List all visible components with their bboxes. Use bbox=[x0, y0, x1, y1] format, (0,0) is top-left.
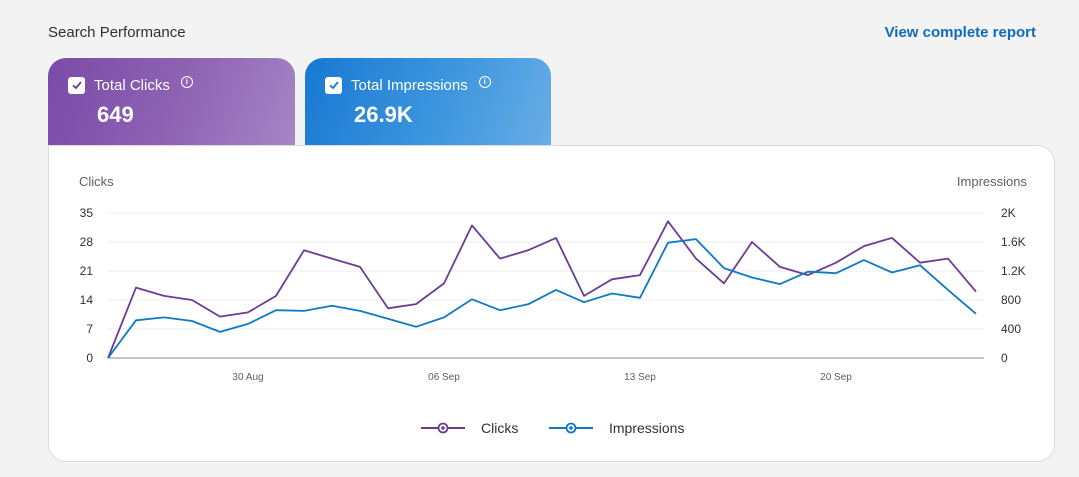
x-axis: 30 Aug 06 Sep 13 Sep 20 Sep bbox=[232, 372, 852, 383]
left-tick-label: 28 bbox=[80, 235, 94, 249]
page-title: Search Performance bbox=[48, 24, 186, 41]
legend-marker-dot bbox=[569, 426, 573, 430]
performance-chart: Clicks Impressions 35 28 21 14 7 0 2K 1.6K 1.2K… bbox=[79, 174, 1028, 436]
info-icon[interactable]: i bbox=[180, 76, 193, 88]
impressions-series-line bbox=[107, 238, 977, 359]
total-clicks-card[interactable]: Total Clicks i 649 bbox=[48, 58, 295, 158]
impressions-label: Total Impressions bbox=[351, 76, 468, 94]
impressions-checkbox[interactable] bbox=[325, 76, 342, 94]
x-tick-label: 06 Sep bbox=[428, 372, 460, 383]
left-axis-title: Clicks bbox=[79, 174, 114, 189]
legend-label: Impressions bbox=[609, 420, 684, 436]
clicks-checkbox[interactable] bbox=[68, 76, 85, 94]
series-lines bbox=[107, 220, 977, 359]
checkmark-icon bbox=[328, 81, 339, 90]
left-tick-label: 7 bbox=[86, 322, 93, 336]
right-tick-label: 0 bbox=[1001, 351, 1008, 365]
checkmark-icon bbox=[71, 81, 82, 90]
left-tick-label: 21 bbox=[80, 264, 94, 278]
x-tick-label: 30 Aug bbox=[232, 372, 263, 383]
right-tick-label: 1.2K bbox=[1001, 264, 1026, 278]
view-report-link[interactable]: View complete report bbox=[884, 24, 1036, 41]
info-icon[interactable]: i bbox=[478, 76, 491, 88]
clicks-series-line bbox=[107, 220, 977, 359]
total-impressions-card[interactable]: Total Impressions i 26.9K bbox=[305, 58, 551, 158]
clicks-value: 649 bbox=[97, 102, 134, 127]
x-tick-label: 20 Sep bbox=[820, 372, 852, 383]
left-tick-label: 0 bbox=[86, 351, 93, 365]
impressions-value: 26.9K bbox=[354, 102, 413, 127]
legend-marker-dot bbox=[441, 426, 445, 430]
right-tick-label: 2K bbox=[1001, 206, 1016, 220]
clicks-label: Total Clicks bbox=[94, 76, 170, 94]
left-axis: 35 28 21 14 7 0 bbox=[80, 206, 94, 365]
chart-card: Clicks Impressions 35 28 21 14 7 0 2K 1.6K 1.2K… bbox=[48, 145, 1055, 462]
right-tick-label: 1.6K bbox=[1001, 235, 1026, 249]
x-tick-label: 13 Sep bbox=[624, 372, 656, 383]
chart-legend[interactable]: Clicks Impressions bbox=[421, 420, 684, 436]
right-axis-title: Impressions bbox=[957, 174, 1028, 189]
grid-lines bbox=[108, 212, 984, 359]
right-tick-label: 800 bbox=[1001, 293, 1021, 307]
left-tick-label: 35 bbox=[80, 206, 94, 220]
right-axis: 2K 1.6K 1.2K 800 400 0 bbox=[1001, 206, 1026, 365]
right-tick-label: 400 bbox=[1001, 322, 1021, 336]
legend-label: Clicks bbox=[481, 420, 518, 436]
left-tick-label: 14 bbox=[80, 293, 94, 307]
